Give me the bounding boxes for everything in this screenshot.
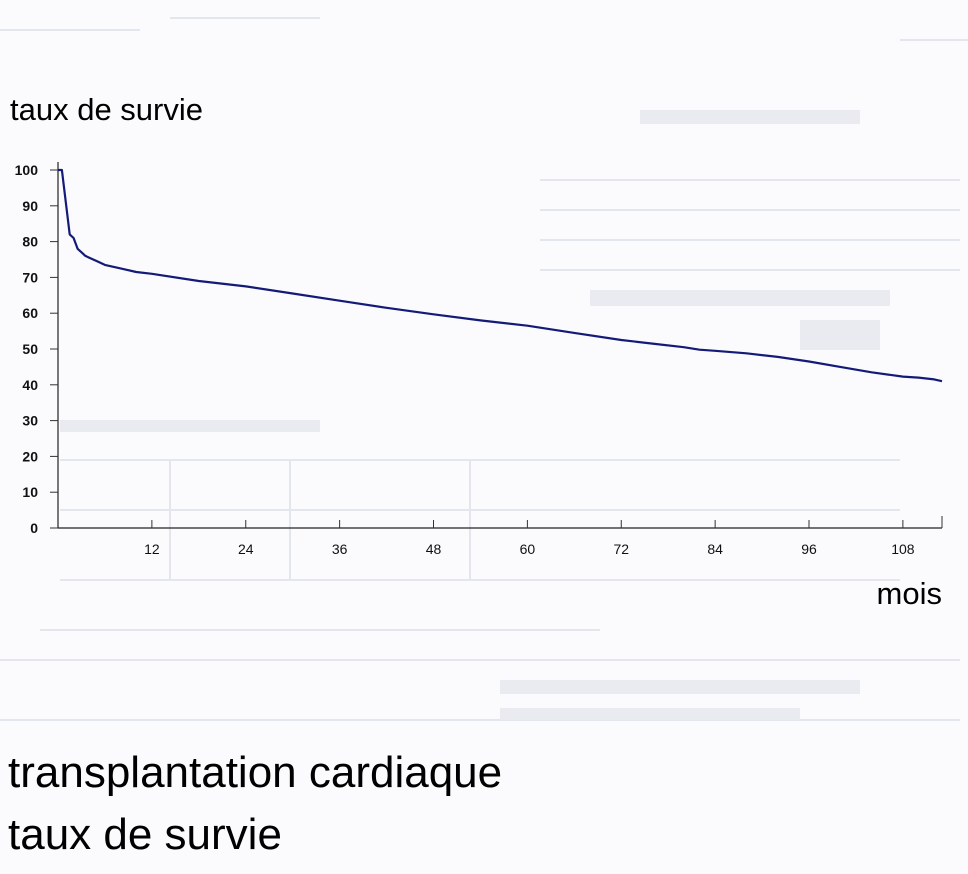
y-tick-label: 80 bbox=[22, 234, 38, 250]
x-tick-label: 24 bbox=[238, 541, 254, 557]
y-tick-label: 90 bbox=[22, 198, 38, 214]
x-axis-label: mois bbox=[876, 576, 942, 611]
y-tick-label: 70 bbox=[22, 269, 38, 285]
y-tick-label: 50 bbox=[22, 341, 38, 357]
x-tick-label: 60 bbox=[520, 541, 536, 557]
y-axis: 0 10 20 30 40 50 60 70 80 90 100 bbox=[15, 162, 59, 536]
caption-title: transplantation cardiaque bbox=[8, 748, 503, 797]
y-tick-label: 40 bbox=[22, 377, 38, 393]
x-tick-label: 84 bbox=[707, 541, 723, 557]
x-axis: 12 24 36 48 60 72 84 96 108 bbox=[58, 516, 943, 557]
y-axis-label: taux de survie bbox=[10, 92, 203, 127]
x-tick-label: 108 bbox=[891, 541, 915, 557]
x-tick-label: 12 bbox=[144, 541, 160, 557]
series-group bbox=[58, 168, 943, 383]
x-tick-label: 48 bbox=[426, 541, 442, 557]
y-tick-label: 30 bbox=[22, 413, 38, 429]
x-tick-label: 96 bbox=[801, 541, 817, 557]
y-tick-label: 0 bbox=[30, 520, 38, 536]
y-tick-label: 10 bbox=[22, 484, 38, 500]
caption-subtitle: taux de survie bbox=[8, 810, 282, 859]
y-tick-label: 60 bbox=[22, 305, 38, 321]
y-tick-label: 20 bbox=[22, 448, 38, 464]
x-tick-label: 36 bbox=[332, 541, 348, 557]
y-tick-label: 100 bbox=[15, 162, 39, 178]
x-tick-label: 72 bbox=[613, 541, 629, 557]
survival-curve bbox=[58, 168, 943, 383]
